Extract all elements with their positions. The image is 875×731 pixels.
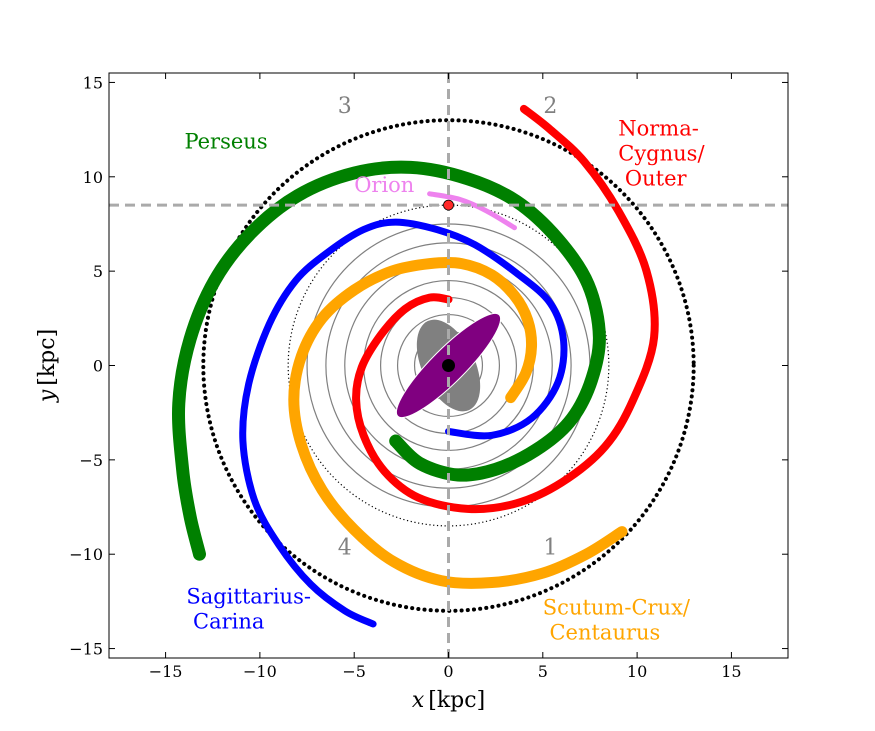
x-axis-label: x [kpc] xyxy=(412,688,485,713)
arm-norma-cygnus-outer xyxy=(352,104,659,514)
x-tick-label: −15 xyxy=(149,662,183,681)
y-tick-label: −10 xyxy=(69,545,103,564)
arm-orion xyxy=(427,191,517,231)
y-tick-label: 0 xyxy=(93,357,103,376)
arm-scutum-crux-centaurus xyxy=(288,256,628,589)
arm-label-sagittarius-carina: Sagittarius- Carina xyxy=(186,584,311,633)
galactic-center-marker xyxy=(442,359,455,372)
quadrant-label-3: 3 xyxy=(338,94,352,119)
arm-sagittarius-carina xyxy=(239,218,568,628)
y-tick-label: 15 xyxy=(83,73,103,92)
y-tick-label: −5 xyxy=(79,451,103,470)
y-tick-label: 10 xyxy=(83,168,103,187)
x-tick-label: −5 xyxy=(342,662,366,681)
sun-marker xyxy=(443,199,454,211)
x-tick-label: −10 xyxy=(243,662,277,681)
x-tick-label: 5 xyxy=(538,662,548,681)
x-tick-label: 10 xyxy=(627,662,647,681)
arm-perseus xyxy=(172,160,606,561)
y-axis-label: y[kpc] xyxy=(35,329,60,403)
x-tick-label: 0 xyxy=(443,662,453,681)
x-tick-label: 15 xyxy=(721,662,741,681)
plot-area: 1 2 3 4 xyxy=(109,73,788,658)
arm-label-perseus: Perseus xyxy=(184,129,267,153)
y-tick-label: 5 xyxy=(93,262,103,281)
arm-label-norma-cygnus-outer: Norma-Cygnus/ Outer xyxy=(618,116,705,190)
arm-label-orion: Orion xyxy=(354,173,414,197)
arm-label-scutum-crux-centaurus: Scutum-Crux/ Centaurus xyxy=(543,596,691,645)
quadrant-label-1: 1 xyxy=(543,536,557,561)
quadrant-label-2: 2 xyxy=(543,94,557,119)
quadrant-label-4: 4 xyxy=(338,536,352,561)
y-tick-label: −15 xyxy=(69,640,103,659)
axis-ticks: −15 −10 −5 0 5 10 15 −15 −10 −5 0 5 10 15 xyxy=(69,73,788,681)
